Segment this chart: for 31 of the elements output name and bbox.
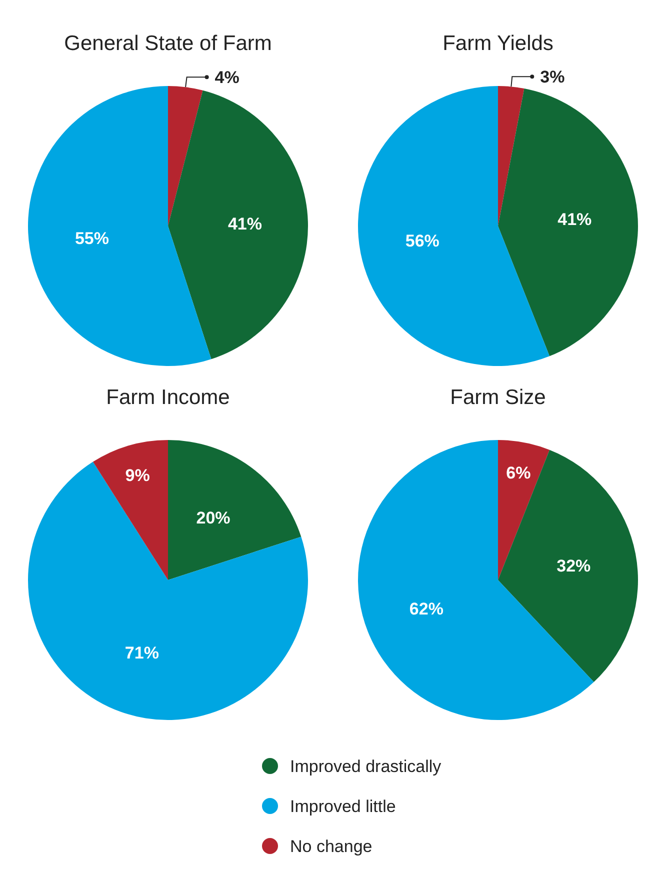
pie-slice — [92, 440, 168, 580]
chart-title: Farm Income — [106, 386, 230, 409]
pie-slice — [168, 86, 203, 226]
data-label: 20% — [196, 508, 230, 528]
pie-slice — [498, 88, 638, 356]
data-label: 41% — [558, 210, 592, 229]
pie-slice — [28, 86, 212, 366]
data-label: 4% — [214, 68, 240, 88]
legend-label: Improved little — [290, 797, 396, 816]
pie-slice — [358, 440, 594, 720]
pie-slice — [168, 440, 302, 580]
data-label: 56% — [405, 231, 440, 250]
pie-slice — [498, 450, 638, 682]
pie-slice — [28, 462, 308, 720]
data-label: 55% — [74, 229, 109, 248]
pie-slice — [358, 86, 550, 366]
data-label: 32% — [556, 556, 591, 576]
data-label: 71% — [124, 643, 159, 662]
data-label: 9% — [125, 466, 150, 486]
data-label: 41% — [228, 214, 262, 234]
chart-title: Farm Yields — [442, 32, 554, 55]
pie-slice — [498, 440, 550, 580]
chart-title: General State of Farm — [64, 32, 272, 55]
data-label: 6% — [506, 464, 531, 483]
pie-slice — [498, 86, 524, 226]
pie-slice — [168, 90, 308, 360]
data-label: 62% — [409, 599, 444, 618]
chart-title: Farm Size — [450, 386, 546, 409]
legend-label: No change — [290, 837, 372, 856]
data-label: 3% — [540, 68, 565, 87]
legend-label: Improved drastically — [290, 757, 442, 776]
